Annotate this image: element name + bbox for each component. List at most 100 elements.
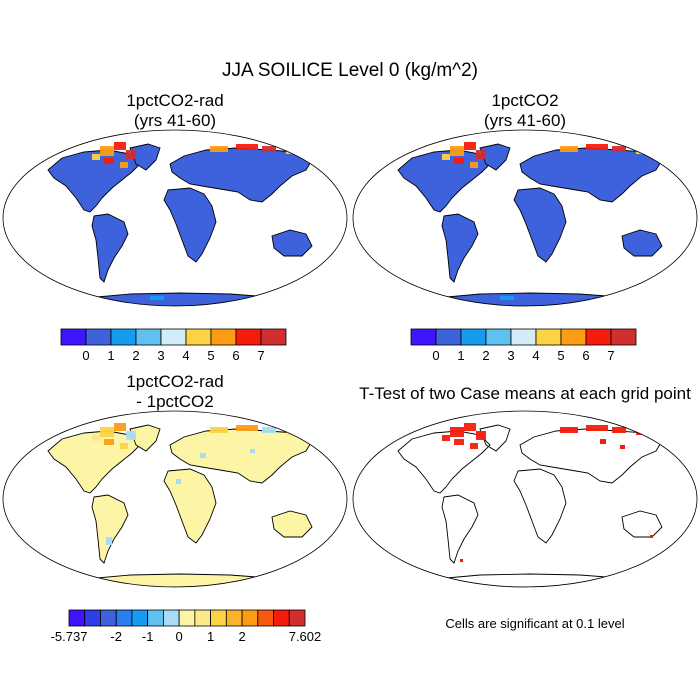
colorbar-diff-swatch	[288, 609, 306, 627]
colorbar-diff-swatch	[84, 609, 101, 627]
shaded-cell	[176, 479, 181, 484]
colorbar-diff-swatch	[178, 609, 196, 627]
shaded-cell	[92, 435, 100, 441]
main-title: JJA SOILICE Level 0 (kg/m^2)	[221, 60, 478, 81]
colorbar-2-swatch	[485, 328, 512, 346]
continent-south-america	[441, 213, 479, 283]
shaded-cell	[470, 162, 478, 168]
shaded-cell	[586, 425, 608, 431]
shaded-cell	[200, 453, 206, 458]
colorbar-2-swatch	[510, 328, 537, 346]
continent-south-america	[441, 494, 479, 564]
map-panel-2	[352, 129, 698, 307]
panel-3-title: 1pctCO2-rad - 1pctCO2	[40, 372, 310, 412]
shaded-cell	[114, 142, 126, 150]
shaded-cell	[286, 429, 300, 435]
colorbar-diff-swatch	[241, 609, 259, 627]
shaded-cell	[586, 144, 608, 150]
significance-note: Cells are significant at 0.1 level	[445, 616, 625, 631]
colorbar-diff-tick-label: 0	[176, 629, 183, 644]
colorbar-1-tick-label: 5	[207, 348, 214, 363]
panel-2-title-line1: 1pctCO2	[491, 91, 559, 110]
shaded-cell	[92, 154, 100, 160]
colorbar-2-swatch	[585, 328, 612, 346]
continent-africa	[163, 187, 217, 263]
colorbar-diff-swatch	[100, 609, 117, 627]
shaded-cell	[650, 535, 653, 538]
colorbar-1-tick-label: 1	[107, 348, 114, 363]
panel-1-title-line1: 1pctCO2-rad	[126, 91, 224, 110]
shaded-cell	[560, 146, 578, 152]
shaded-cell	[600, 439, 606, 444]
continent-south-america	[91, 494, 129, 564]
colorbar-diff-swatch	[257, 609, 274, 627]
shaded-cell	[612, 427, 626, 433]
shaded-cell	[464, 142, 476, 150]
shaded-cell	[100, 427, 114, 437]
colorbar-2-tick-label: 6	[582, 348, 589, 363]
colorbar-1-tick-label: 3	[157, 348, 164, 363]
colorbar-panel-2: 0 1 2 3 4 5 6 7	[410, 328, 637, 363]
map-panel-1	[2, 129, 348, 307]
colorbar-2-tick-label: 3	[507, 348, 514, 363]
shaded-cell	[150, 296, 164, 300]
colorbar-diff-swatch	[225, 609, 243, 627]
shaded-cell	[120, 162, 128, 168]
colorbar-difference: -5.737 -2 -1 0 1 2 7.602	[51, 609, 321, 644]
colorbar-2-tick-label: 7	[607, 348, 614, 363]
colorbar-2-swatch	[410, 328, 437, 346]
shaded-cell	[440, 298, 450, 302]
colorbar-1-swatch	[210, 328, 237, 346]
shaded-cell	[106, 537, 112, 545]
panel-3-title-line2: - 1pctCO2	[136, 392, 214, 411]
colorbar-2-swatch	[535, 328, 562, 346]
continent-africa	[513, 468, 567, 544]
colorbar-diff-tick-label: -2	[110, 629, 122, 644]
map-panel-3	[2, 410, 348, 588]
colorbar-1-tick-label: 6	[232, 348, 239, 363]
colorbar-1-swatch	[135, 328, 162, 346]
map-border	[2, 410, 348, 588]
map-border	[352, 129, 698, 307]
shaded-cell	[500, 296, 514, 300]
shaded-cell	[470, 443, 478, 449]
colorbar-1-tick-label: 4	[182, 348, 189, 363]
continent-australia	[271, 229, 313, 257]
colorbar-2-tick-label: 2	[482, 348, 489, 363]
shaded-cell	[236, 425, 258, 431]
map-panel-4	[352, 410, 698, 588]
continent-greenland	[129, 143, 161, 171]
colorbar-1-swatch	[85, 328, 112, 346]
map-border	[352, 410, 698, 588]
continent-south-america	[91, 213, 129, 283]
colorbar-diff-tick-label: -1	[142, 629, 154, 644]
colorbar-1-tick-label: 2	[132, 348, 139, 363]
shaded-cell	[104, 439, 114, 445]
colorbar-2-swatch	[435, 328, 462, 346]
colorbar-1-tick-label: 7	[257, 348, 264, 363]
shaded-cell	[210, 427, 228, 433]
panel-3-title-line1: 1pctCO2-rad	[126, 372, 224, 391]
colorbar-diff-swatch	[115, 609, 133, 627]
colorbar-1-swatch	[60, 328, 87, 346]
continent-australia	[621, 229, 663, 257]
colorbar-diff-swatch	[194, 609, 212, 627]
colorbar-2-tick-label: 1	[457, 348, 464, 363]
colorbar-diff-swatch	[147, 609, 164, 627]
shaded-cell	[454, 158, 464, 164]
shaded-cell	[210, 146, 228, 152]
ocean	[353, 411, 697, 587]
colorbar-2-tick-label: 4	[532, 348, 539, 363]
shaded-cell	[612, 146, 626, 152]
colorbar-diff-swatch	[273, 609, 290, 627]
colorbar-diff-tick-label: 2	[238, 629, 245, 644]
panel-4-title: T-Test of two Case means at each grid po…	[350, 384, 700, 404]
colorbar-1-tick-label: 0	[82, 348, 89, 363]
colorbar-1-swatch	[110, 328, 137, 346]
colorbar-2-tick-label: 0	[432, 348, 439, 363]
shaded-cell	[286, 148, 300, 154]
colorbar-diff-tick-label: -5.737	[51, 629, 88, 644]
shaded-cell	[636, 429, 650, 435]
colorbar-panel-1: 0 1 2 3 4 5 6 7	[60, 328, 287, 363]
colorbar-2-swatch	[610, 328, 637, 346]
